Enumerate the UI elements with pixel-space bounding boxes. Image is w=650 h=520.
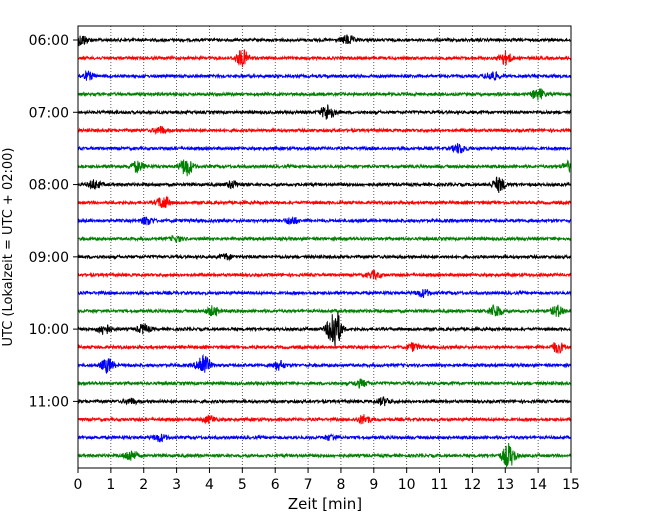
y-tick-label: 07:00	[29, 105, 69, 121]
x-tick-label: 7	[304, 477, 313, 493]
x-tick-label: 8	[336, 477, 345, 493]
x-tick-label: 14	[529, 477, 547, 493]
trace-1015	[77, 341, 572, 354]
x-tick-label: 15	[562, 477, 580, 493]
trace-0930	[77, 288, 572, 298]
x-tick-label: 3	[172, 477, 181, 493]
x-axis-ticks: 0 1 2 3 4 5 6 7 8 9 10 11 12 13 14 15	[74, 468, 580, 493]
plot-frame	[77, 25, 572, 469]
trace-0745	[77, 159, 572, 177]
trace-0845	[77, 234, 572, 243]
y-tick-label: 09:00	[29, 250, 69, 266]
x-tick-label: 11	[431, 477, 449, 493]
trace-1130	[77, 433, 572, 443]
trace-0700	[77, 104, 572, 120]
trace-0800	[77, 176, 572, 194]
trace-0645	[77, 87, 572, 101]
x-tick-label: 12	[463, 477, 481, 493]
y-tick-label: 08:00	[29, 178, 69, 194]
trace-1045	[77, 378, 572, 389]
x-tick-label: 10	[398, 477, 416, 493]
plot-background	[78, 26, 571, 468]
trace-1030	[77, 353, 572, 374]
x-tick-label: 0	[74, 477, 83, 493]
trace-0715	[77, 125, 572, 135]
trace-0830	[77, 216, 572, 226]
x-tick-label: 1	[106, 477, 115, 493]
x-axis-label: Zeit [min]	[288, 495, 362, 513]
x-tick-label: 9	[369, 477, 378, 493]
trace-0730	[77, 143, 572, 154]
x-tick-label: 5	[238, 477, 247, 493]
trace-1115	[77, 414, 572, 425]
x-tick-label: 4	[205, 477, 214, 493]
trace-1145	[77, 442, 572, 468]
x-tick-label: 6	[271, 477, 280, 493]
trace-0615	[77, 49, 572, 68]
y-tick-label: 06:00	[29, 33, 69, 49]
trace-0945	[77, 304, 572, 318]
trace-1100	[77, 396, 572, 407]
trace-1000	[77, 311, 572, 347]
y-axis-ticks: 06:00 07:00 08:00 09:00 10:00 11:00	[29, 33, 78, 410]
x-tick-label: 2	[139, 477, 148, 493]
trace-0600	[77, 34, 572, 47]
y-axis-label: UTC (Lokalzeit = UTC + 02:00)	[1, 148, 16, 347]
trace-0915	[77, 269, 572, 281]
x-tick-label: 13	[496, 477, 514, 493]
seismic-traces	[77, 34, 572, 468]
y-tick-label: 11:00	[29, 394, 69, 410]
y-tick-label: 10:00	[29, 322, 69, 338]
trace-0815	[77, 195, 572, 208]
trace-0900	[77, 252, 572, 262]
trace-0630	[77, 69, 572, 81]
